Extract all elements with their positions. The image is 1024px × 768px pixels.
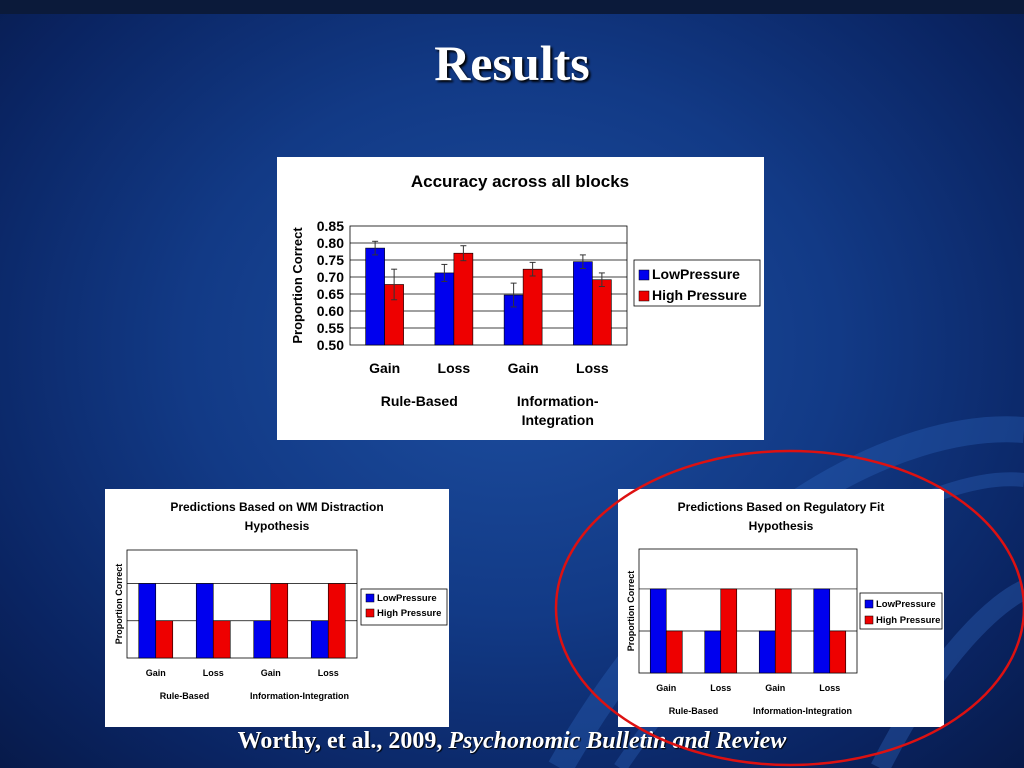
x-tick-label: Loss <box>203 668 224 678</box>
group-label: Information-Integration <box>753 706 852 716</box>
chart-regulatory-fit: Predictions Based on Regulatory Fit Hypot… <box>618 489 944 727</box>
bar-high-pressure <box>453 252 474 346</box>
legend-box <box>360 588 448 626</box>
chart-title: Hypothesis <box>749 519 814 533</box>
bar-high-pressure <box>270 583 289 659</box>
legend-box <box>633 259 761 307</box>
top-bar <box>0 0 1024 14</box>
bar-high-pressure <box>155 620 174 659</box>
bar-high-pressure <box>829 630 847 674</box>
x-tick-label: Gain <box>656 683 676 693</box>
y-tick-label: 0.65 <box>317 286 344 302</box>
chart-wm-distraction: Predictions Based on WM Distraction Hypot… <box>105 489 449 727</box>
group-label: Rule-Based <box>160 691 210 701</box>
x-tick-label: Gain <box>146 668 166 678</box>
legend-label: LowPressure <box>876 599 936 610</box>
y-tick-label: 0.60 <box>317 303 344 319</box>
bar-high-pressure <box>327 583 346 659</box>
y-tick-label: 0.70 <box>317 269 344 285</box>
group-label: Rule-Based <box>669 706 719 716</box>
chart-accuracy: Accuracy across all blocks 0.50 0.55 0.60 0.… <box>277 157 764 440</box>
legend-label: High Pressure <box>377 608 441 619</box>
bar-low-pressure <box>573 261 593 346</box>
bar-low-pressure <box>758 630 776 674</box>
y-axis-label: Proportion Correct <box>114 564 124 645</box>
x-tick-label: Loss <box>819 683 840 693</box>
legend-swatch <box>638 290 650 302</box>
group-label: Rule-Based <box>381 393 458 409</box>
x-tick-label: Gain <box>765 683 785 693</box>
y-tick-label: 0.75 <box>317 252 344 268</box>
legend-swatch <box>365 593 375 603</box>
bar-high-pressure <box>665 630 683 674</box>
bar-low-pressure <box>813 588 831 674</box>
plot-frame <box>126 549 358 659</box>
bar-high-pressure <box>774 588 792 674</box>
chart-regulatory-fit-svg: Predictions Based on Regulatory Fit Hypot… <box>626 500 943 716</box>
legend-swatch <box>365 608 375 618</box>
bar-low-pressure <box>704 630 722 674</box>
y-axis-label: Proportion Correct <box>290 227 305 344</box>
group-label: Information-Integration <box>250 691 349 701</box>
chart-title: Hypothesis <box>245 519 310 533</box>
citation: Worthy, et al., 2009, Psychonomic Bullet… <box>0 728 1024 755</box>
bar-low-pressure <box>365 247 385 346</box>
y-tick-label: 0.50 <box>317 337 344 353</box>
bar-low-pressure <box>195 583 214 659</box>
y-tick-label: 0.55 <box>317 320 344 336</box>
bar-low-pressure <box>310 620 329 659</box>
x-tick-label: Loss <box>576 360 609 376</box>
plot-frame <box>349 225 628 346</box>
bar-low-pressure <box>253 620 272 659</box>
chart-title: Predictions Based on WM Distraction <box>170 500 383 514</box>
citation-authors: Worthy, et al., 2009, <box>237 728 449 754</box>
bar-low-pressure <box>649 588 667 674</box>
y-tick-label: 0.85 <box>317 218 344 234</box>
chart-accuracy-svg: Accuracy across all blocks0.500.550.600.… <box>290 172 761 428</box>
citation-journal: Psychonomic Bulletin and Review <box>448 728 787 754</box>
bar-high-pressure <box>592 279 612 346</box>
chart-wm-distraction-svg: Predictions Based on WM Distraction Hypot… <box>114 500 448 701</box>
legend-label: High Pressure <box>652 287 747 303</box>
x-tick-label: Loss <box>438 360 471 376</box>
legend-label: High Pressure <box>876 615 940 626</box>
y-axis-label: Proportion Correct <box>626 571 636 652</box>
legend-label: LowPressure <box>652 266 740 282</box>
bar-low-pressure <box>434 272 455 346</box>
legend-swatch <box>638 269 650 281</box>
x-tick-label: Loss <box>710 683 731 693</box>
slide-title: Results <box>434 35 590 91</box>
bar-low-pressure <box>138 583 157 659</box>
legend-swatch <box>864 599 874 609</box>
bar-high-pressure <box>522 268 543 346</box>
y-tick-label: 0.80 <box>317 235 344 251</box>
legend-swatch <box>864 615 874 625</box>
x-tick-label: Gain <box>261 668 281 678</box>
bar-high-pressure <box>212 620 231 659</box>
legend-label: LowPressure <box>377 593 437 604</box>
group-label: Integration <box>522 412 594 428</box>
bar-high-pressure <box>720 588 738 674</box>
chart-title: Predictions Based on Regulatory Fit <box>678 500 885 514</box>
group-label: Information- <box>517 393 599 409</box>
x-tick-label: Gain <box>369 360 400 376</box>
x-tick-label: Gain <box>508 360 539 376</box>
x-tick-label: Loss <box>318 668 339 678</box>
chart-title: Accuracy across all blocks <box>411 172 629 191</box>
